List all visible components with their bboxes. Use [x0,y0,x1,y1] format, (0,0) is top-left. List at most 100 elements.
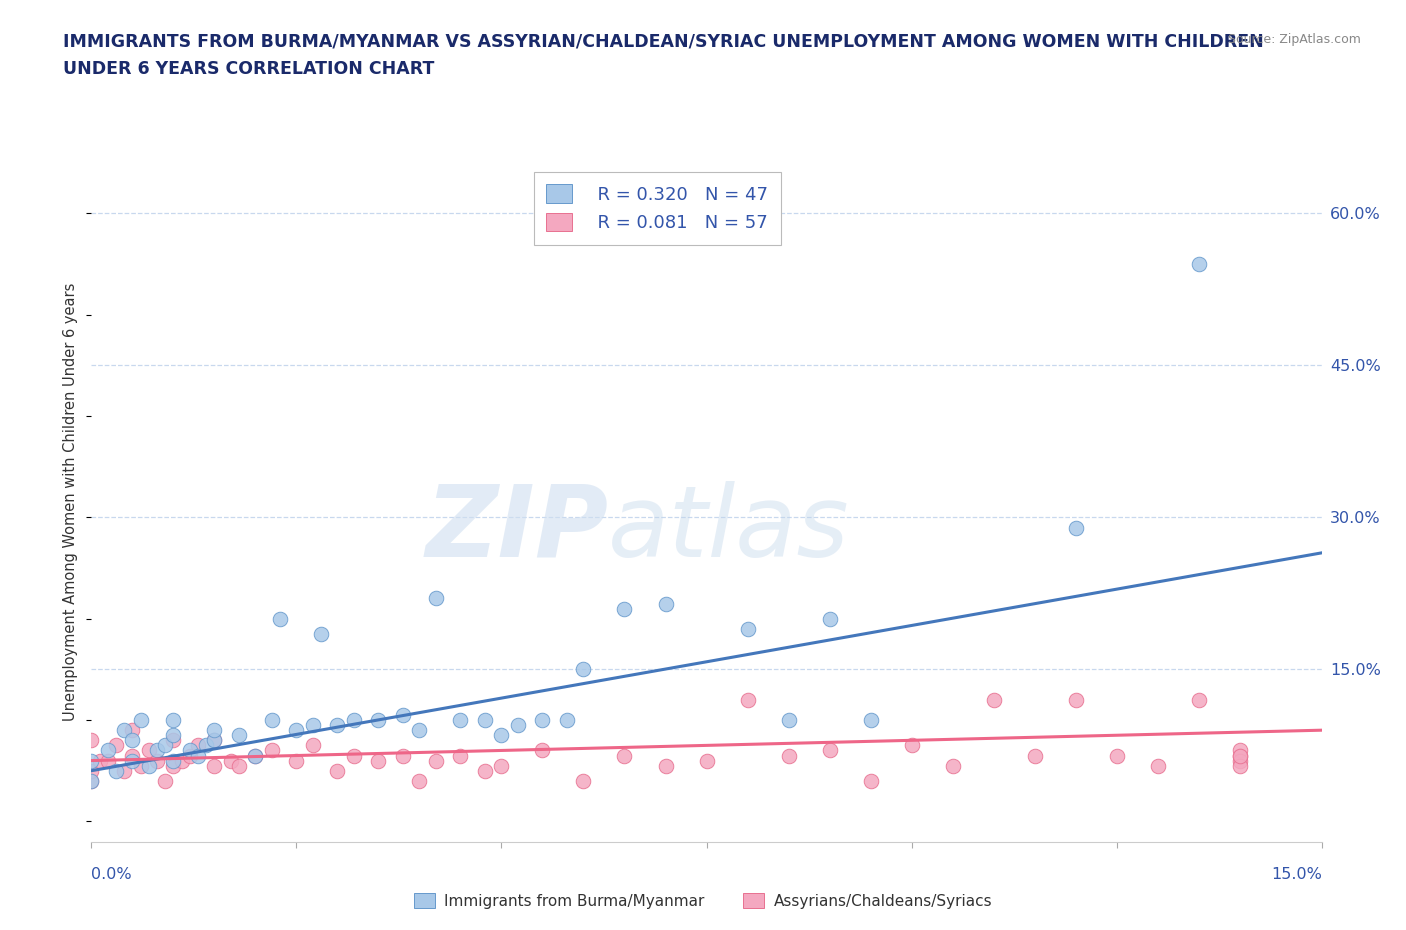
Point [112,764,135,778]
Point [778,712,800,727]
Point [228,728,250,743]
Point [260,712,283,727]
Point [942,758,965,773]
Point [162,733,184,748]
Text: 15.0%: 15.0% [1271,867,1322,882]
Point [613,601,636,616]
Point [900,737,922,752]
Point [170,753,193,768]
Point [1187,257,1209,272]
Point [187,748,209,763]
Point [245,748,267,763]
Point [129,758,152,773]
Point [80,764,103,778]
Legend: Immigrants from Burma/Myanmar, Assyrians/Chaldeans/Syriacs: Immigrants from Burma/Myanmar, Assyrians… [408,887,998,915]
Point [146,753,169,768]
Point [121,753,143,768]
Point [121,733,143,748]
Point [245,748,267,763]
Point [179,748,201,763]
Point [1146,758,1168,773]
Point [1024,748,1046,763]
Text: atlas: atlas [607,481,849,578]
Point [1187,692,1209,707]
Point [260,743,283,758]
Point [531,712,554,727]
Point [983,692,1005,707]
Point [531,743,554,758]
Point [97,743,120,758]
Point [1064,520,1087,535]
Point [506,718,529,733]
Point [737,621,759,636]
Point [301,718,323,733]
Point [818,743,841,758]
Point [1064,692,1087,707]
Point [202,723,225,737]
Point [162,753,184,768]
Point [491,758,513,773]
Point [80,753,103,768]
Point [121,723,143,737]
Point [859,774,882,789]
Point [138,758,160,773]
Point [187,737,209,752]
Point [474,764,496,778]
Text: UNDER 6 YEARS CORRELATION CHART: UNDER 6 YEARS CORRELATION CHART [63,60,434,78]
Point [162,712,184,727]
Point [80,733,103,748]
Point [179,743,201,758]
Text: 0.0%: 0.0% [91,867,132,882]
Point [162,728,184,743]
Point [326,718,349,733]
Legend:   R = 0.320   N = 47,   R = 0.081   N = 57: R = 0.320 N = 47, R = 0.081 N = 57 [534,172,780,245]
Point [613,748,636,763]
Point [138,743,160,758]
Point [121,748,143,763]
Point [818,611,841,626]
Point [105,737,127,752]
Point [309,627,332,642]
Point [202,733,225,748]
Point [367,712,389,727]
Point [408,723,430,737]
Point [153,737,177,752]
Point [449,712,471,727]
Point [1229,758,1251,773]
Point [97,753,120,768]
Point [129,712,152,727]
Text: Source: ZipAtlas.com: Source: ZipAtlas.com [1227,33,1361,46]
Text: ZIP: ZIP [425,481,607,578]
Point [80,774,103,789]
Point [474,712,496,727]
Point [285,753,308,768]
Point [202,758,225,773]
Point [654,758,676,773]
Point [89,753,111,768]
Point [343,748,366,763]
Point [1229,753,1251,768]
Point [392,748,415,763]
Point [269,611,291,626]
Point [367,753,389,768]
Point [219,753,242,768]
Point [112,723,135,737]
Point [572,662,595,677]
Point [737,692,759,707]
Point [105,764,127,778]
Point [1229,743,1251,758]
Point [778,748,800,763]
Point [80,774,103,789]
Point [425,753,447,768]
Point [153,774,177,789]
Point [228,758,250,773]
Y-axis label: Unemployment Among Women with Children Under 6 years: Unemployment Among Women with Children U… [63,283,79,722]
Point [425,591,447,606]
Point [859,712,882,727]
Point [1105,748,1128,763]
Point [572,774,595,789]
Point [449,748,471,763]
Point [343,712,366,727]
Point [491,728,513,743]
Point [301,737,323,752]
